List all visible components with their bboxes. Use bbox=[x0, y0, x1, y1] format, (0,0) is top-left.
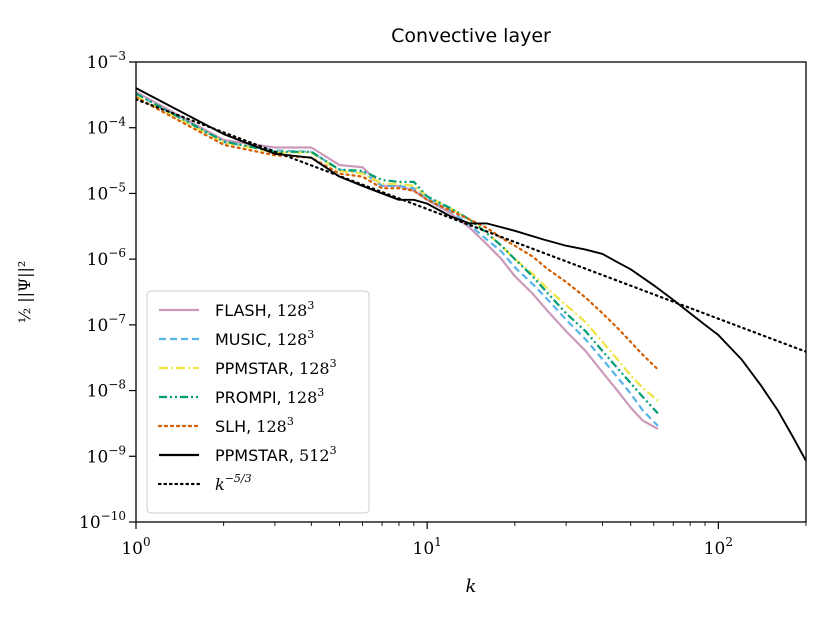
y-tick-label: 10−3 bbox=[87, 49, 126, 73]
chart-title: Convective layer bbox=[391, 25, 551, 47]
legend-label: FLASH, 1283 bbox=[215, 299, 314, 320]
legend-label: PROMPI, 1283 bbox=[215, 386, 324, 407]
legend-label: PPMSTAR, 5123 bbox=[215, 444, 337, 465]
x-tick-label: 102 bbox=[704, 535, 733, 559]
legend-label: PPMSTAR, 1283 bbox=[215, 357, 337, 378]
series-line-music-128-3-1 bbox=[136, 92, 659, 427]
legend-label: MUSIC, 1283 bbox=[215, 328, 314, 349]
series-line-prompi-128-3-3 bbox=[136, 92, 659, 415]
series-line-ppmstar-512-3-5 bbox=[136, 87, 806, 462]
y-tick-label: 10−5 bbox=[87, 180, 126, 204]
legend: FLASH, 1283 MUSIC, 1283 PPMSTAR, 1283 PROMP… bbox=[146, 290, 370, 514]
x-axis-label: k bbox=[466, 576, 477, 597]
plot-frame bbox=[135, 61, 807, 523]
y-tick-label: 10−7 bbox=[87, 312, 126, 336]
series-layer bbox=[136, 87, 806, 462]
series-line-flash-128-3-0 bbox=[136, 90, 659, 430]
y-tick-label: 10−10 bbox=[79, 509, 126, 533]
y-tick-label: 10−9 bbox=[87, 443, 126, 467]
series-line-ppmstar-128-3-2 bbox=[136, 95, 659, 402]
legend-box bbox=[146, 290, 370, 514]
y-tick-label: 10−4 bbox=[87, 115, 127, 139]
x-tick-label: 100 bbox=[121, 535, 150, 559]
x-tick-label: 101 bbox=[413, 535, 442, 559]
series-line-k-5-3-6 bbox=[136, 98, 806, 353]
y-tick-label: 10−6 bbox=[87, 246, 126, 270]
y-tick-label: 10−8 bbox=[87, 378, 126, 402]
y-axis-label: ½ ||Ψ||² bbox=[15, 261, 34, 324]
legend-label: SLH, 1283 bbox=[215, 415, 294, 436]
